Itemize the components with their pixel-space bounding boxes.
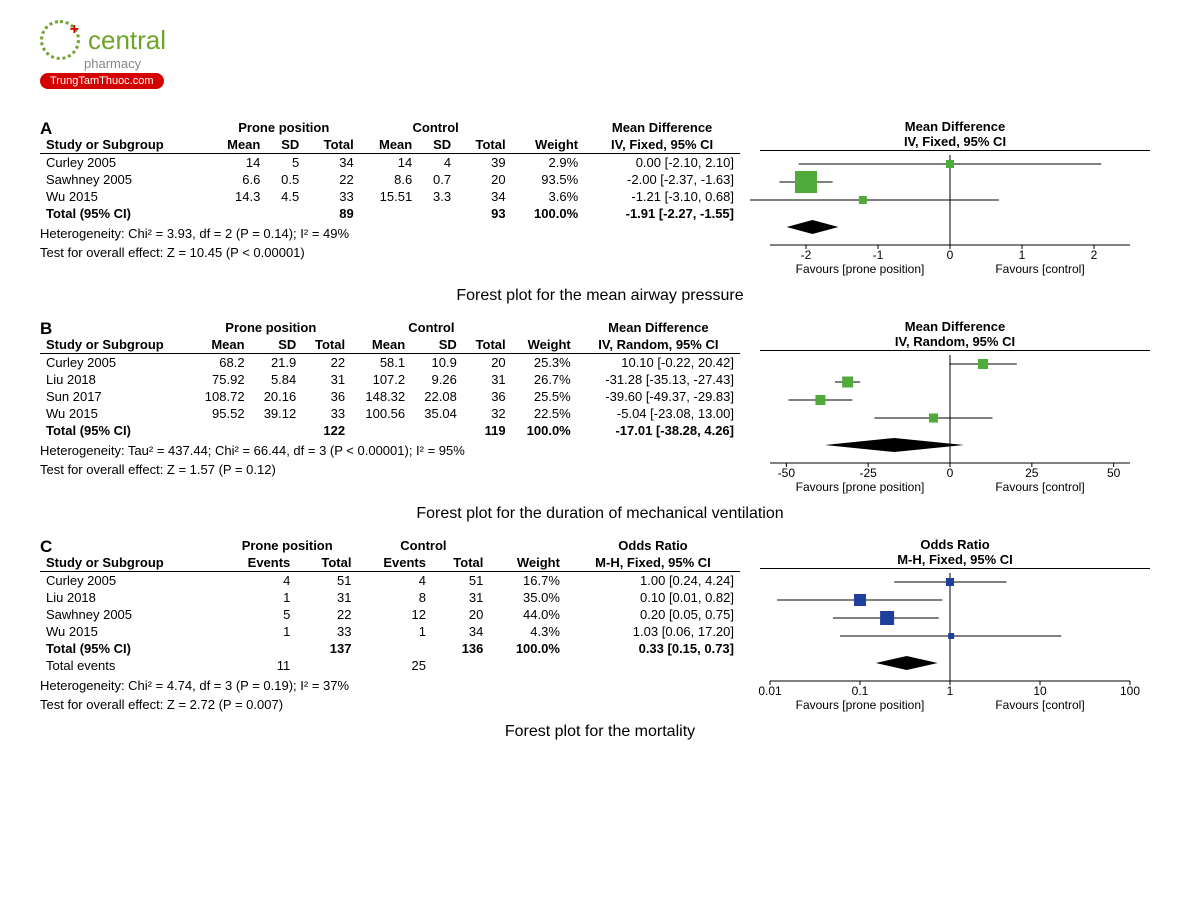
logo-brand: central [88,25,166,56]
table-b: Prone position Control Mean Difference S… [40,319,740,439]
test-a: Test for overall effect: Z = 10.45 (P < … [40,245,740,260]
panel-letter-a: A [40,119,52,139]
plot-title-a: Mean Difference [750,119,1160,134]
total-label: Total (95% CI) [40,205,208,222]
table-row: Wu 201514.34.53315.513.3343.6%-1.21 [-3.… [40,188,740,205]
svg-text:Favours [prone position]: Favours [prone position] [796,480,925,494]
caption-a: Forest plot for the mean airway pressure [40,287,1160,305]
test-c: Test for overall effect: Z = 2.72 (P = 0… [40,697,740,712]
forest-plot-a: -2 -1 0 1 2 Favours [prone position] Favours [… [750,151,1150,281]
svg-text:10: 10 [1033,684,1047,698]
table-row: Sawhney 2005522122044.0%0.20 [0.05, 0.75… [40,606,740,623]
forest-plot-b: -50 -25 0 25 50 Favours [prone position] Favou… [750,351,1150,499]
logo-block: + central pharmacy TrungTamThuoc.com [40,20,1160,89]
svg-text:25: 25 [1025,466,1039,480]
table-row: Sawhney 20056.60.5228.60.72093.5%-2.00 [… [40,171,740,188]
logo-pill: TrungTamThuoc.com [40,73,164,89]
logo-sub: pharmacy [84,56,1160,71]
het-b: Heterogeneity: Tau² = 437.44; Chi² = 66.… [40,443,740,458]
table-row: Liu 201875.925.8431107.29.263126.7%-31.2… [40,371,740,388]
panel-letter-b: B [40,319,52,339]
panel-letter-c: C [40,537,52,557]
svg-text:0: 0 [947,248,954,262]
svg-text:Favours [control]: Favours [control] [995,698,1084,712]
total-events-label: Total events [40,657,217,674]
hdr-prone: Prone position [208,119,360,136]
col-study: Study or Subgroup [40,136,208,154]
table-row: Wu 20151331344.3%1.03 [0.06, 17.20] [40,623,740,640]
svg-text:Favours [control]: Favours [control] [995,262,1084,276]
svg-text:1: 1 [947,684,954,698]
svg-text:2: 2 [1091,248,1098,262]
test-b: Test for overall effect: Z = 1.57 (P = 0… [40,462,740,477]
svg-text:Favours [prone position]: Favours [prone position] [796,698,925,712]
het-a: Heterogeneity: Chi² = 3.93, df = 2 (P = … [40,226,740,241]
svg-text:0.01: 0.01 [758,684,782,698]
logo-icon: + [40,20,80,60]
table-row: Curley 200514534144392.9%0.00 [-2.10, 2.… [40,154,740,172]
svg-text:-25: -25 [860,466,878,480]
caption-b: Forest plot for the duration of mechanic… [40,505,1160,523]
svg-text:1: 1 [1019,248,1026,262]
svg-text:100: 100 [1120,684,1140,698]
table-row: Curley 200568.221.92258.110.92025.3%10.1… [40,354,740,372]
svg-text:-50: -50 [778,466,796,480]
svg-text:-2: -2 [801,248,812,262]
svg-text:0: 0 [947,466,954,480]
table-row: Curley 200545145116.7%1.00 [0.24, 4.24] [40,572,740,590]
plot-sub-a: IV, Fixed, 95% CI [760,134,1150,151]
table-c: Prone position Control Odds Ratio Study … [40,537,740,674]
svg-text:Favours [prone position]: Favours [prone position] [796,262,925,276]
forest-plot-c: 0.01 0.1 1 10 100 Favours [prone position] Fav… [750,569,1150,717]
svg-text:0.1: 0.1 [852,684,869,698]
panel-a: A Prone position Control Mean Difference… [40,119,1160,305]
table-row: Wu 201595.5239.1233100.5635.043222.5%-5.… [40,405,740,422]
het-c: Heterogeneity: Chi² = 4.74, df = 3 (P = … [40,678,740,693]
hdr-effect: Mean Difference [584,119,740,136]
table-row: Sun 2017108.7220.1636148.3222.083625.5%-… [40,388,740,405]
hdr-control: Control [360,119,512,136]
svg-text:Favours [control]: Favours [control] [995,480,1084,494]
table-a: Prone position Control Mean Difference S… [40,119,740,222]
svg-text:50: 50 [1107,466,1121,480]
caption-c: Forest plot for the mortality [40,723,1160,741]
panel-b: B Prone position Control Mean Difference… [40,319,1160,523]
svg-text:-1: -1 [873,248,884,262]
table-row: Liu 201813183135.0%0.10 [0.01, 0.82] [40,589,740,606]
panel-c: C Prone position Control Odds Ratio Stud… [40,537,1160,741]
